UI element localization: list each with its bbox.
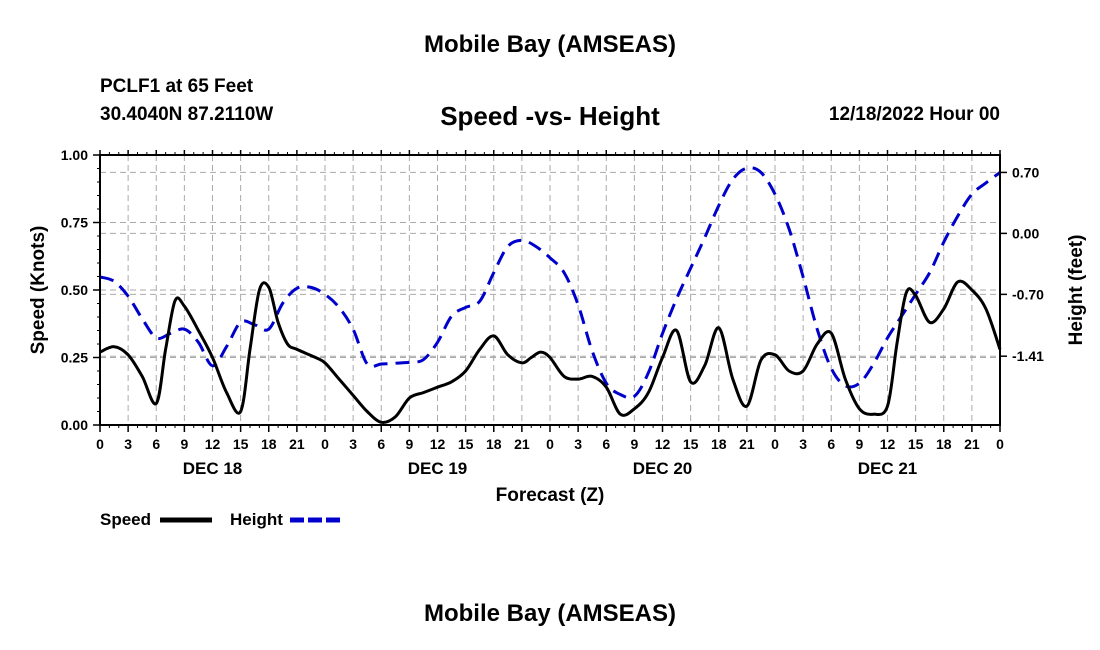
legend-label-speed: Speed [100,510,151,529]
y-axis-label: Speed (Knots) [28,226,49,355]
x-tick-label: 0 [996,436,1004,452]
y-tick-label: 0.25 [61,350,88,366]
x-tick-label: 21 [289,436,305,452]
x-tick-label: 21 [739,436,755,452]
x-tick-label: 0 [321,436,329,452]
x-tick-label: 9 [630,436,638,452]
x-tick-label: 15 [683,436,699,452]
footer-title: Mobile Bay (AMSEAS) [423,600,677,627]
axis-labels: 0 3 6 9 12 15 18 21 0 3 6 9 12 15 18 21 0 3 6 9 12 15 18 21 0 3 6 9… [28,147,1087,506]
y2-tick-label: 0.70 [1012,164,1039,180]
x-tick-label: 12 [880,436,896,452]
x-tick-label: 12 [430,436,446,452]
height-series-line [99,166,1001,400]
x-tick-label: 21 [514,436,530,452]
y-tick-label: 1.00 [61,147,88,163]
forecast-date: 12/18/2022 Hour 00 [828,104,1000,125]
y2-tick-label: 0.00 [1012,225,1039,241]
x-tick-label: 15 [908,436,924,452]
x-tick-label: 12 [205,436,221,452]
x-tick-label: 6 [602,436,610,452]
y2-tick-label: -1.41 [1012,348,1044,364]
x-tick-label: 18 [486,436,502,452]
y2-axis-label: Height (feet) [1066,235,1087,346]
day-label: DEC 20 [633,459,693,478]
station-label: PCLF1 at 65 Feet [100,76,254,97]
coordinates-label: 30.4040N 87.2110W [100,104,274,125]
day-label: DEC 21 [858,459,918,478]
y-tick-label: 0.50 [61,282,88,298]
main-title: Mobile Bay (AMSEAS) [423,31,677,58]
x-tick-label: 6 [827,436,835,452]
grid-lines [100,155,1000,425]
x-tick-label: 18 [261,436,277,452]
x-tick-label: 6 [152,436,160,452]
x-tick-label: 6 [377,436,385,452]
x-tick-label: 0 [96,436,104,452]
x-tick-label: 3 [349,436,357,452]
y-tick-label: 0.00 [61,417,88,433]
x-tick-label: 18 [936,436,952,452]
x-tick-label: 15 [233,436,249,452]
day-label: DEC 19 [408,459,468,478]
chart-subtitle: Speed -vs- Height [440,101,660,131]
day-label: DEC 18 [183,459,243,478]
x-tick-label: 9 [855,436,863,452]
plot-frame [99,154,1001,426]
series-layer [99,166,1002,424]
x-axis-label: Forecast (Z) [496,485,605,506]
y-tick-label: 0.75 [61,215,88,231]
x-tick-label: 18 [711,436,727,452]
legend-label-height: Height [230,510,283,529]
x-tick-label: 9 [180,436,188,452]
legend: Speed Height [100,510,342,529]
x-tick-label: 0 [546,436,554,452]
x-tick-label: 3 [124,436,132,452]
y2-tick-label: -0.70 [1012,286,1044,302]
x-tick-label: 21 [964,436,980,452]
x-tick-label: 12 [655,436,671,452]
x-tick-label: 9 [405,436,413,452]
x-tick-label: 3 [574,436,582,452]
x-tick-label: 0 [771,436,779,452]
x-tick-label: 3 [799,436,807,452]
x-tick-label: 15 [458,436,474,452]
speed-series-line [99,279,1002,424]
